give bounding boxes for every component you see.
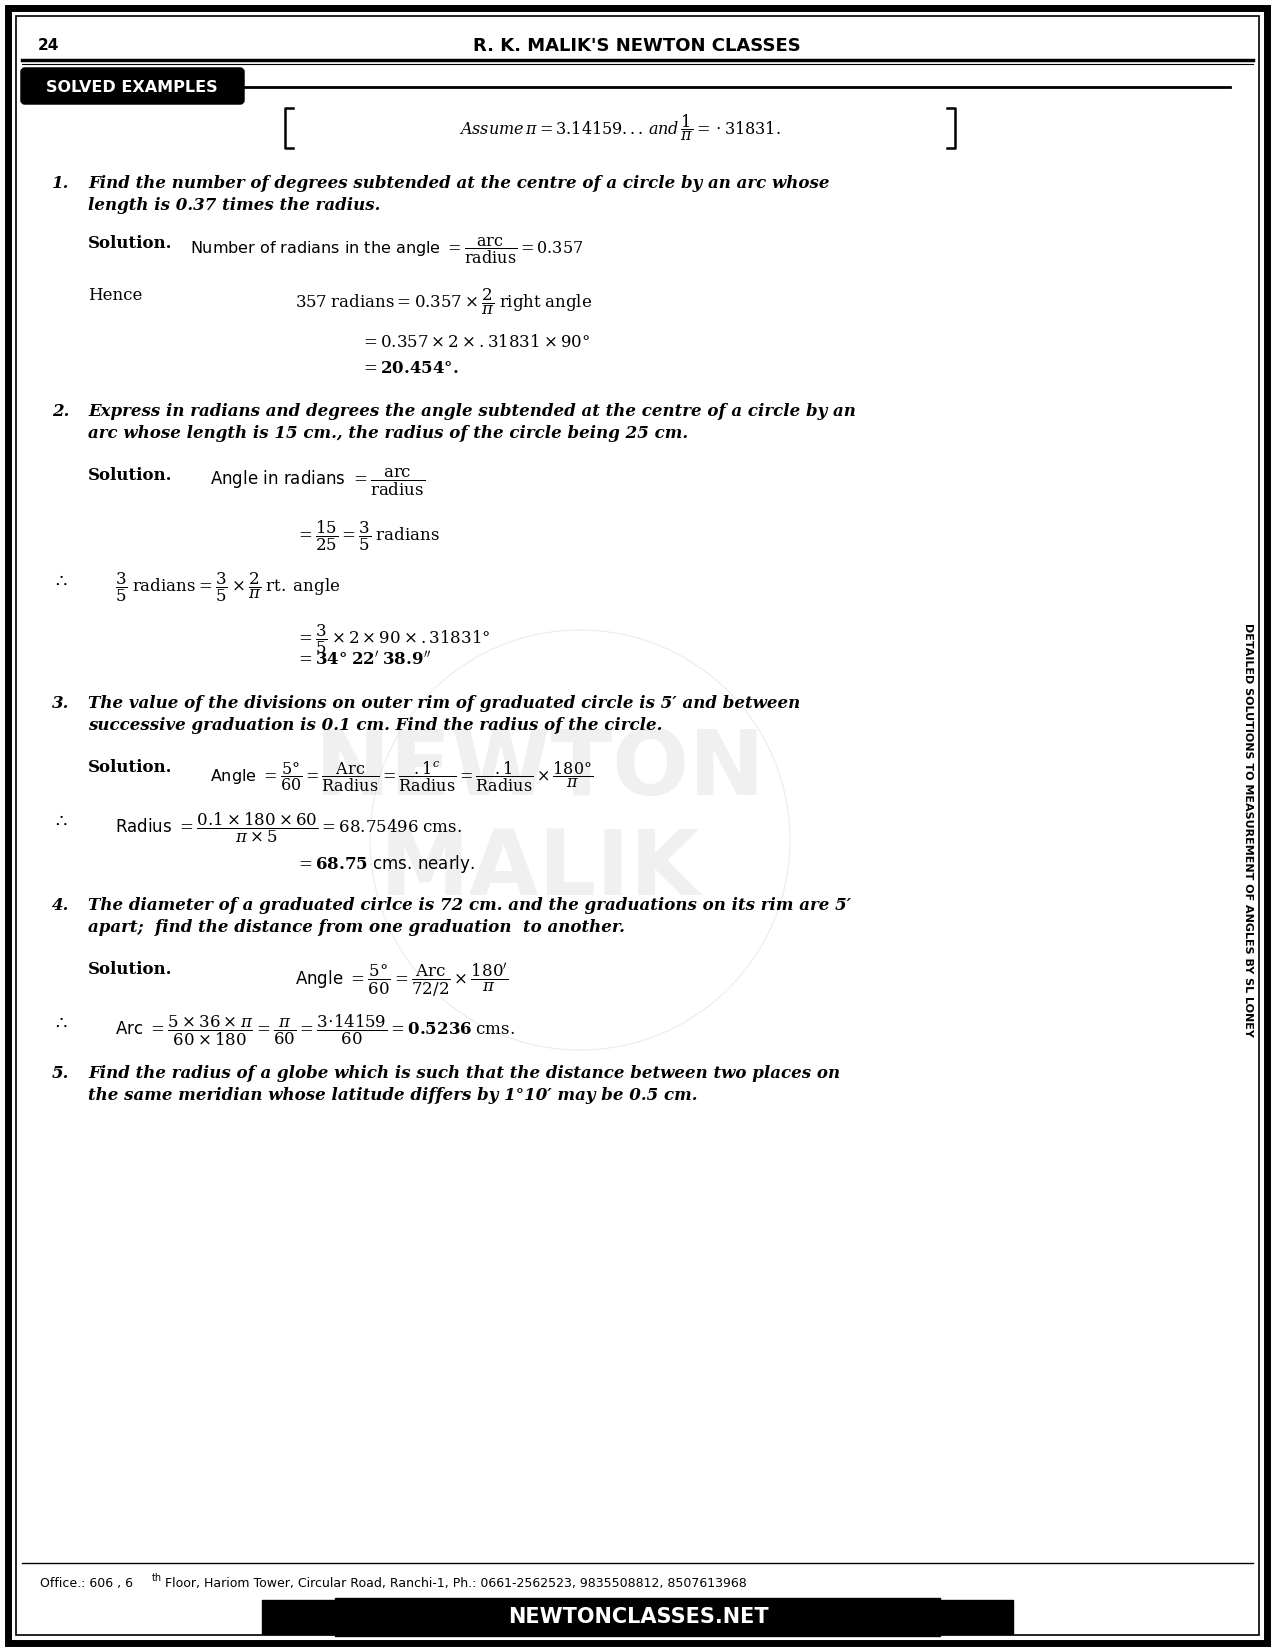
Text: arc whose length is 15 cm., the radius of the circle being 25 cm.: arc whose length is 15 cm., the radius o…: [88, 424, 689, 442]
FancyBboxPatch shape: [22, 69, 244, 102]
FancyBboxPatch shape: [8, 8, 1267, 1643]
Text: Solution.: Solution.: [88, 234, 172, 253]
Text: apart;  find the distance from one graduation  to another.: apart; find the distance from one gradua…: [88, 920, 625, 936]
Bar: [938, 1600, 1014, 1634]
Text: the same meridian whose latitude differs by 1°10′ may be 0.5 cm.: the same meridian whose latitude differs…: [88, 1086, 697, 1105]
Text: $= \dfrac{15}{25} = \dfrac{3}{5}\;\mathrm{radians}$: $= \dfrac{15}{25} = \dfrac{3}{5}\;\mathr…: [295, 518, 440, 553]
Text: Number of radians in the angle $= \dfrac{\mathrm{arc}}{\mathrm{radius}} = 0.357$: Number of radians in the angle $= \dfrac…: [190, 234, 583, 266]
Text: MALIK: MALIK: [380, 826, 700, 915]
Text: $= \mathbf{68.75}$ cms. nearly.: $= \mathbf{68.75}$ cms. nearly.: [295, 854, 474, 875]
Text: 5.: 5.: [52, 1065, 69, 1081]
Text: $= 0.357 \times 2 \times .31831 \times 90°$: $= 0.357 \times 2 \times .31831 \times 9…: [360, 334, 590, 352]
Text: Solution.: Solution.: [88, 467, 172, 484]
Text: Find the radius of a globe which is such that the distance between two places on: Find the radius of a globe which is such…: [88, 1065, 840, 1081]
Text: Solution.: Solution.: [88, 961, 172, 977]
Text: $= \mathbf{34°\;22'\;38.9''}$: $= \mathbf{34°\;22'\;38.9''}$: [295, 650, 431, 669]
Text: The diameter of a graduated cirlce is 72 cm. and the graduations on its rim are : The diameter of a graduated cirlce is 72…: [88, 896, 852, 915]
Text: $=\mathbf{20.454°.}$: $=\mathbf{20.454°.}$: [360, 358, 459, 376]
Text: DETAILED SOLUTIONS TO MEASUREMENT OF ANGLES BY SL LONEY: DETAILED SOLUTIONS TO MEASUREMENT OF ANG…: [1243, 622, 1253, 1037]
Text: $\therefore$: $\therefore$: [52, 1014, 68, 1030]
Text: SOLVED EXAMPLES: SOLVED EXAMPLES: [46, 79, 218, 94]
Text: Arc $= \dfrac{5 \times 36 \times \pi}{60 \times 180} = \dfrac{\pi}{60} = \dfrac{: Arc $= \dfrac{5 \times 36 \times \pi}{60…: [115, 1014, 515, 1048]
Text: th: th: [152, 1573, 162, 1583]
Text: 24: 24: [38, 38, 60, 53]
FancyBboxPatch shape: [17, 17, 1258, 1634]
Text: 4.: 4.: [52, 896, 69, 915]
Text: NEWTON: NEWTON: [315, 726, 765, 814]
Text: Angle $= \dfrac{5°}{60} = \dfrac{\mathrm{Arc}}{\mathrm{Radius}} = \dfrac{.1^c}{\: Angle $= \dfrac{5°}{60} = \dfrac{\mathrm…: [210, 759, 593, 794]
Bar: [335, 1598, 940, 1636]
Text: $357\;\mathrm{radians} = 0.357 \times \dfrac{2}{\pi}\;\mathrm{right\;angle}$: $357\;\mathrm{radians} = 0.357 \times \d…: [295, 287, 593, 317]
Text: Solution.: Solution.: [88, 759, 172, 776]
Text: R. K. MALIK'S NEWTON CLASSES: R. K. MALIK'S NEWTON CLASSES: [473, 36, 801, 54]
Text: $\dfrac{3}{5}\;\mathrm{radians} = \dfrac{3}{5} \times \dfrac{2}{\pi}\;\mathrm{rt: $\dfrac{3}{5}\;\mathrm{radians} = \dfrac…: [115, 571, 340, 604]
Text: $= \dfrac{3}{5} \times 2 \times 90 \times .31831°$: $= \dfrac{3}{5} \times 2 \times 90 \time…: [295, 622, 491, 655]
Text: Find the number of degrees subtended at the centre of a circle by an arc whose: Find the number of degrees subtended at …: [88, 175, 830, 192]
Text: The value of the divisions on outer rim of graduated circle is 5′ and between: The value of the divisions on outer rim …: [88, 695, 801, 712]
Text: successive graduation is 0.1 cm. Find the radius of the circle.: successive graduation is 0.1 cm. Find th…: [88, 717, 663, 735]
Text: 2.: 2.: [52, 403, 69, 419]
Text: $Assume\,\pi = 3.14159...\,and\,\dfrac{1}{\pi} = \cdot31831.$: $Assume\,\pi = 3.14159...\,and\,\dfrac{1…: [459, 112, 780, 144]
Text: Office.: 606 , 6: Office.: 606 , 6: [40, 1577, 133, 1590]
Bar: [261, 1600, 337, 1634]
Text: Radius $= \dfrac{0.1 \times 180 \times 60}{\pi \times 5} = 68.75496\;\mathrm{cms: Radius $= \dfrac{0.1 \times 180 \times 6…: [115, 811, 462, 845]
Text: Floor, Hariom Tower, Circular Road, Ranchi-1, Ph.: 0661-2562523, 9835508812, 850: Floor, Hariom Tower, Circular Road, Ranc…: [164, 1577, 747, 1590]
Text: NEWTONCLASSES.NET: NEWTONCLASSES.NET: [507, 1606, 769, 1626]
Text: Angle in radians $= \dfrac{\mathrm{arc}}{\mathrm{radius}}$: Angle in radians $= \dfrac{\mathrm{arc}}…: [210, 467, 425, 499]
Text: $\therefore$: $\therefore$: [52, 811, 68, 829]
Text: Angle $= \dfrac{5°}{60} = \dfrac{\mathrm{Arc}}{72/2} \times \dfrac{180^{\prime}}: Angle $= \dfrac{5°}{60} = \dfrac{\mathrm…: [295, 961, 509, 999]
Text: length is 0.37 times the radius.: length is 0.37 times the radius.: [88, 196, 380, 215]
Text: Express in radians and degrees the angle subtended at the centre of a circle by : Express in radians and degrees the angle…: [88, 403, 856, 419]
Text: 3.: 3.: [52, 695, 69, 712]
Text: 1.: 1.: [52, 175, 69, 192]
Text: $\therefore$: $\therefore$: [52, 571, 68, 589]
Text: Hence: Hence: [88, 287, 143, 304]
